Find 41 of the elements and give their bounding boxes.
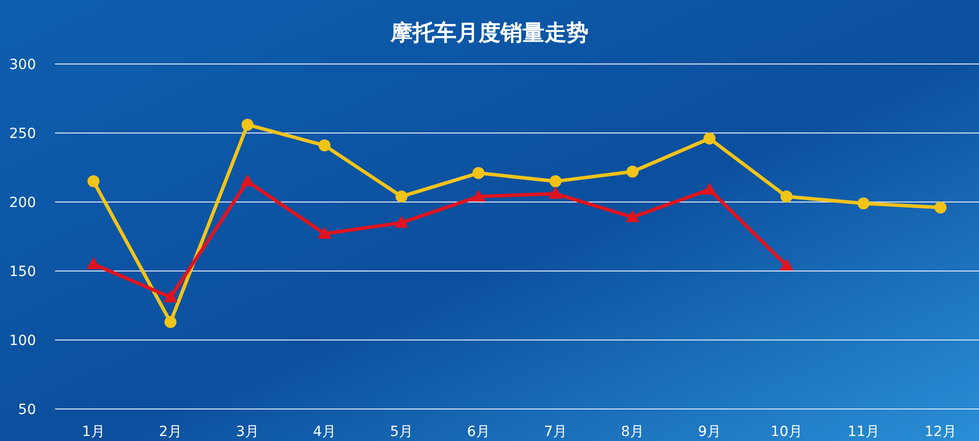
point: [164, 316, 176, 328]
point: [550, 175, 562, 188]
x-tick-label: 11月: [848, 424, 880, 440]
x-tick-label: 2月: [159, 424, 182, 440]
point: [242, 118, 254, 131]
point: [318, 139, 330, 152]
y-tick-label: 150: [9, 264, 36, 280]
point: [88, 175, 100, 188]
chart-title: 摩托车月度销量走势: [390, 20, 588, 46]
point: [240, 174, 254, 186]
x-tick-label: 3月: [236, 424, 259, 440]
point: [86, 257, 100, 270]
y-tick-label: 50: [18, 402, 36, 418]
point: [394, 216, 408, 228]
x-tick-label: 9月: [698, 424, 721, 440]
point: [472, 167, 484, 180]
point: [704, 132, 716, 145]
point: [702, 182, 716, 195]
point: [858, 197, 870, 210]
point: [472, 189, 486, 202]
point: [626, 210, 640, 222]
point: [548, 186, 562, 199]
point: [318, 226, 332, 239]
x-tick-label: 8月: [621, 424, 644, 440]
point: [780, 190, 792, 202]
point: [164, 290, 178, 302]
y-tick-label: 250: [9, 126, 36, 142]
x-tick-label: 10月: [770, 424, 802, 440]
x-tick-label: 7月: [544, 424, 567, 440]
y-tick-label: 300: [9, 57, 36, 73]
point: [396, 190, 408, 202]
point: [934, 202, 946, 214]
x-tick-label: 5月: [390, 424, 413, 440]
point: [780, 258, 794, 270]
y-tick-label: 100: [9, 333, 36, 349]
point: [626, 166, 638, 178]
x-tick-label: 4月: [313, 424, 336, 440]
x-tick-label: 6月: [467, 424, 490, 440]
y-tick-label: 200: [9, 195, 36, 211]
x-tick-label: 1月: [82, 424, 105, 440]
x-tick-label: 12月: [924, 424, 956, 440]
